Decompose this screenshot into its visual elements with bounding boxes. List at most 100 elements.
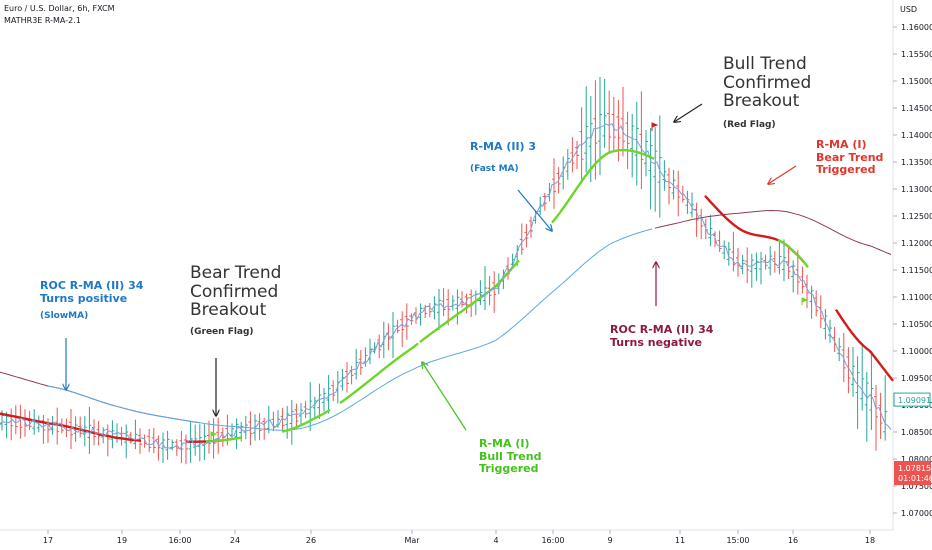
slow-ma-falling-end-segment [654,209,892,255]
ohlc-bar [630,113,635,178]
ohlc-bar [657,115,662,218]
price-tick-label: 1.07000 [901,509,932,518]
ohlc-bar [759,251,763,285]
ohlc-bar [694,202,699,237]
ohlc-bar [216,417,221,454]
ohlc-bar [133,419,138,450]
ohlc-bar [395,319,400,334]
ohlc-bar [78,416,83,438]
ohlc-bar [726,241,731,266]
ohlc-bar [616,99,621,162]
ohlc-bar [575,140,579,169]
price-tick-label: 1.12000 [901,239,932,248]
ohlc-bar [768,246,773,276]
bull-title-line1: Bull Trend [723,54,807,74]
slow-ma-transition-segment [47,385,201,424]
last-price-tag [893,392,931,407]
bear-title-line3: Breakout [190,300,267,321]
rma1-bull-segment [777,239,809,268]
ohlc-bar [579,107,584,184]
ohlc-bar [492,271,497,313]
fast-ma-polyline [0,122,892,451]
roc-neg-line1: ROC R-MA (II) 34 [610,323,714,336]
ohlc-bar [717,230,722,252]
price-tick-label: 1.13000 [901,185,932,194]
ohlc-bar [621,86,625,157]
bull-breakout-arrow-icon [674,103,703,122]
price-tick-label: 1.15000 [901,77,932,86]
ohlc-bar [308,382,313,431]
ohlc-bar [257,413,262,441]
ohlc-bar [276,410,280,428]
ohlc-bar [441,288,446,317]
ohlc-bar [800,266,805,294]
ohlc-bar [795,250,800,295]
ohlc-bar [809,285,814,319]
slow-ma-subtitle: Turns positive [40,291,128,305]
price-tick-label: 1.08500 [901,428,932,437]
bear-title-line2: Confirmed [190,281,279,302]
rma1-bull-annotation: R-MA (I) Bull Trend Triggered [479,437,541,476]
time-tick-label: 24 [230,536,240,545]
rma1-bull-segment [339,342,419,405]
ohlc-bar [837,337,842,362]
price-tick-label: 1.07500 [901,482,932,491]
price-tick-label: 1.15500 [901,50,932,59]
time-tick-label: 16 [788,536,798,545]
fast-ma-note: (Fast MA) [470,163,519,174]
fast-ma-title: R-MA (II) 3 [470,140,537,153]
ohlc-bar [648,127,653,210]
ohlc-bar [322,387,326,412]
ohlc-bar [294,403,299,430]
rma1-bear-annotation: R-MA (I) Bear Trend Triggered [816,138,883,177]
ohlc-bar [570,137,575,173]
last-price-tag-label: 1.09091 [898,396,931,405]
symbol-title[interactable]: Euro / U.S. Dollar, 6h, FXCM [4,4,115,13]
fast-ma-arrow-icon [517,189,552,231]
ohlc-bar [662,160,667,191]
ohlc-bar [161,432,165,463]
bull-title-line2: Confirmed [723,72,812,93]
ohlc-bar [611,96,616,153]
rma1-bull-segment [281,408,331,433]
time-tick-label: 9 [607,536,612,545]
rma1-bear-segment [834,308,894,382]
rma1-bear-segment [704,194,805,263]
ohlc-bar [13,405,18,435]
ohlc-bar [860,344,865,411]
rma1-bear-line3: Triggered [816,163,876,177]
ohlc-bar [671,170,676,200]
ohlc-bar [478,280,483,305]
time-scale[interactable]: 17 19 16:00 24 26 Mar 4 16:00 9 11 15:00 16 18 [43,530,875,545]
ohlc-bar [846,347,851,394]
ohlc-bar [280,408,285,433]
ohlc-bar [699,208,704,240]
price-bars [0,77,888,465]
ohlc-bar [165,430,170,460]
ohlc-bar [432,296,437,320]
green-flag-icon [801,297,809,305]
green-flag-icon [210,431,218,440]
ohlc-bar [437,289,441,331]
ohlc-bar [519,223,524,255]
price-scale[interactable]: USD 1.16000 1.15500 1.15000 1.14500 1.14000 1.… [893,5,932,518]
rma1-bull-line1: R-MA (I) [479,437,530,450]
ohlc-bar [110,420,115,449]
price-tick-label: 1.09500 [901,374,932,383]
rma1-bull-segment [419,259,520,343]
ohlc-bar [326,375,331,414]
ohlc-bar [749,253,754,288]
ohlc-bar [156,435,161,461]
ohlc-bar [823,308,828,340]
ohlc-bar [69,409,73,449]
ohlc-bar [151,428,156,454]
ohlc-bar [869,351,874,430]
rma1-bull-arrow-icon [422,362,467,431]
indicator-title[interactable]: MATHR3E R-MA-2.1 [4,16,81,25]
ohlc-bar [644,130,648,177]
price-tick-label: 1.12500 [901,212,932,221]
ohlc-bar [105,424,110,457]
rma1-bull-segment [551,148,655,224]
